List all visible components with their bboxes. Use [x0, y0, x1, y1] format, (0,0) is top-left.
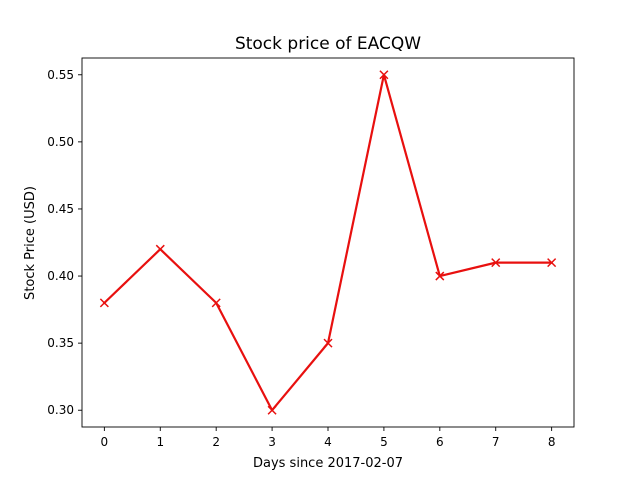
plot-area: 0.30 0.35 0.40 0.45 0.50 0.55 0 1 2 3 4 5 6 7 8: [47, 57, 575, 449]
data-point-marker: [491, 258, 501, 268]
y-tick-label: 0.30: [47, 403, 74, 417]
y-tick-label: 0.50: [47, 135, 74, 149]
data-point-marker: [155, 244, 165, 254]
x-tick-label: 3: [268, 435, 276, 449]
x-tick-label: 1: [156, 435, 164, 449]
y-tick-label: 0.35: [47, 336, 74, 350]
data-point-marker: [435, 271, 445, 281]
x-tick-label: 7: [492, 435, 500, 449]
data-point-marker: [379, 70, 389, 80]
x-tick-label: 5: [380, 435, 388, 449]
y-tick-label: 0.40: [47, 269, 74, 283]
x-tick-label: 8: [548, 435, 556, 449]
x-tick-label: 6: [436, 435, 444, 449]
data-point-marker: [323, 338, 333, 348]
data-point-marker: [99, 298, 109, 308]
data-point-marker: [267, 405, 277, 415]
x-tick-label: 0: [101, 435, 109, 449]
x-axis-label: Days since 2017-02-07: [253, 456, 403, 471]
plot-frame: [81, 57, 575, 428]
x-tick-label: 2: [212, 435, 220, 449]
chart-title: Stock price of EACQW: [235, 34, 421, 54]
data-point-marker: [547, 258, 557, 268]
y-tick-label: 0.55: [47, 68, 74, 82]
y-axis-label: Stock Price (USD): [23, 186, 38, 300]
x-tick-label: 4: [324, 435, 332, 449]
y-tick-label: 0.45: [47, 202, 74, 216]
data-point-marker: [211, 298, 221, 308]
